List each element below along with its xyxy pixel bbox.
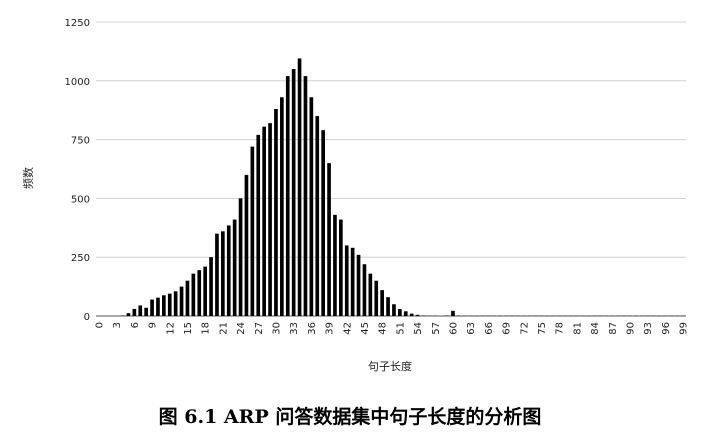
bar bbox=[374, 280, 379, 316]
bar bbox=[409, 313, 414, 316]
bar bbox=[362, 264, 367, 316]
x-tick-label: 54 bbox=[413, 322, 424, 335]
gridlines bbox=[96, 21, 686, 317]
bar bbox=[256, 134, 261, 316]
bar bbox=[303, 76, 308, 316]
x-tick-label: 87 bbox=[608, 322, 619, 335]
x-tick-label: 33 bbox=[289, 322, 300, 335]
x-tick-label: 81 bbox=[572, 322, 583, 335]
bar bbox=[380, 290, 384, 316]
bar bbox=[398, 308, 402, 316]
bar bbox=[368, 273, 373, 316]
bar bbox=[209, 257, 213, 316]
x-tick-label: 63 bbox=[466, 322, 477, 335]
bar bbox=[197, 270, 202, 316]
x-tick-label: 90 bbox=[625, 322, 636, 335]
figure-caption: 图 6.1 ARP 问答数据集中句子长度的分析图 bbox=[159, 405, 542, 428]
bar bbox=[203, 266, 207, 316]
bar bbox=[339, 219, 343, 316]
bar bbox=[333, 214, 337, 316]
x-tick-label: 45 bbox=[360, 322, 371, 335]
bar bbox=[232, 219, 237, 316]
bar bbox=[162, 295, 166, 316]
bar bbox=[244, 174, 249, 316]
bar bbox=[403, 311, 408, 316]
x-tick-label: 96 bbox=[661, 322, 672, 335]
bar bbox=[173, 291, 178, 316]
bar bbox=[185, 280, 190, 316]
bar bbox=[262, 126, 266, 316]
y-axis-title: 频数 bbox=[21, 167, 35, 189]
bar bbox=[132, 308, 137, 316]
y-axis-ticks: 0 250 500 750 1000 1250 bbox=[65, 18, 90, 323]
x-tick-label: 60 bbox=[448, 322, 459, 335]
bar bbox=[238, 198, 243, 316]
y-tick-label: 250 bbox=[71, 253, 90, 264]
y-tick-label: 1250 bbox=[65, 18, 90, 29]
bar bbox=[415, 314, 420, 316]
bar bbox=[451, 310, 455, 316]
bar bbox=[156, 297, 160, 316]
x-tick-label: 9 bbox=[148, 322, 159, 328]
bar bbox=[280, 97, 284, 316]
x-tick-label: 48 bbox=[378, 322, 389, 335]
x-tick-label: 30 bbox=[271, 322, 282, 335]
bar bbox=[226, 225, 231, 316]
bar bbox=[386, 297, 390, 316]
bar bbox=[138, 305, 143, 316]
x-tick-label: 99 bbox=[679, 322, 690, 335]
bar bbox=[268, 123, 272, 316]
bar bbox=[392, 304, 396, 316]
bar bbox=[297, 58, 302, 317]
bar bbox=[344, 245, 349, 316]
bar bbox=[167, 293, 172, 316]
bar bbox=[356, 254, 361, 316]
bars bbox=[120, 58, 685, 317]
bar bbox=[221, 231, 225, 316]
bar bbox=[327, 163, 331, 316]
bar bbox=[350, 247, 355, 316]
bar bbox=[321, 130, 325, 316]
x-tick-label: 3 bbox=[112, 322, 123, 328]
bar bbox=[150, 299, 154, 316]
x-tick-label: 66 bbox=[484, 322, 495, 335]
x-axis-ticks: 0 3 6 9 12 15 18 21 24 27 30 33 36 39 42 45 48 51 54 57 60 63… bbox=[94, 322, 689, 335]
y-tick-label: 750 bbox=[71, 136, 90, 147]
x-axis-title: 句子长度 bbox=[368, 359, 412, 373]
x-tick-label: 72 bbox=[519, 322, 530, 335]
x-tick-label: 0 bbox=[94, 322, 105, 328]
y-tick-label: 1000 bbox=[65, 77, 90, 88]
x-tick-label: 84 bbox=[590, 322, 601, 335]
x-tick-label: 36 bbox=[307, 322, 318, 335]
bar bbox=[250, 146, 255, 316]
x-tick-label: 69 bbox=[502, 322, 513, 335]
x-tick-label: 18 bbox=[201, 322, 212, 335]
x-tick-label: 57 bbox=[431, 322, 442, 335]
x-tick-label: 78 bbox=[555, 322, 566, 335]
x-tick-label: 51 bbox=[395, 322, 406, 335]
bar bbox=[315, 116, 320, 316]
x-tick-label: 39 bbox=[325, 322, 336, 335]
x-tick-label: 27 bbox=[254, 322, 265, 335]
x-tick-label: 21 bbox=[218, 322, 229, 335]
bar bbox=[285, 76, 290, 316]
y-tick-label: 500 bbox=[71, 194, 90, 205]
bar bbox=[144, 307, 148, 316]
bar bbox=[274, 109, 278, 316]
bar bbox=[191, 273, 196, 316]
x-tick-label: 42 bbox=[342, 322, 353, 335]
x-tick-label: 15 bbox=[183, 322, 194, 335]
x-tick-label: 93 bbox=[643, 322, 654, 335]
bar bbox=[179, 286, 184, 316]
x-tick-label: 24 bbox=[236, 322, 247, 335]
bar bbox=[309, 97, 314, 316]
bar bbox=[291, 69, 296, 316]
bar bbox=[126, 313, 131, 316]
x-tick-label: 12 bbox=[165, 322, 176, 335]
x-tick-label: 6 bbox=[130, 322, 141, 328]
y-tick-label: 0 bbox=[84, 312, 90, 323]
bar bbox=[215, 233, 219, 316]
x-tick-label: 75 bbox=[537, 322, 548, 335]
